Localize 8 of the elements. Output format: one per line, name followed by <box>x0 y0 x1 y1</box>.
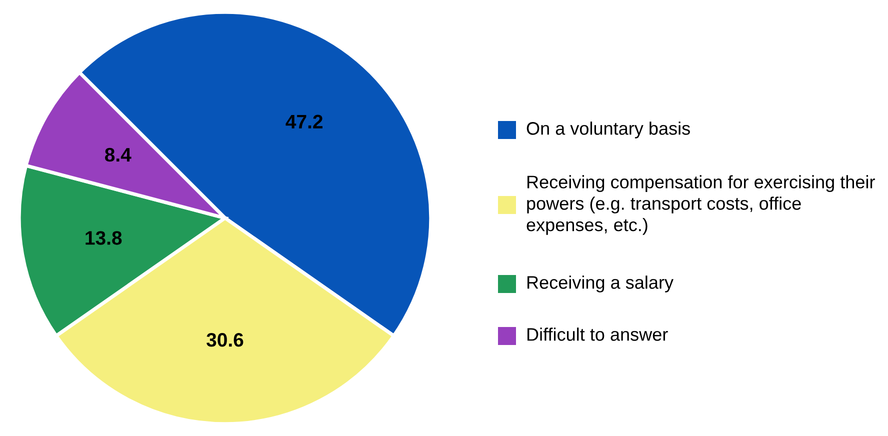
legend-label: On a voluntary basis <box>526 122 690 138</box>
data-label: 13.8 <box>86 231 122 245</box>
data-label: 30.6 <box>206 332 244 347</box>
data-label: 8.4 <box>104 148 132 162</box>
legend-label: Receiving a salary <box>527 276 674 292</box>
legend-label: Difficult to answer <box>527 328 668 341</box>
legend-label: Receiving compensation for exercising their powers (e.g. transport costs, office expenses, etc.) <box>526 175 875 235</box>
data-label: 47.2 <box>286 114 322 128</box>
